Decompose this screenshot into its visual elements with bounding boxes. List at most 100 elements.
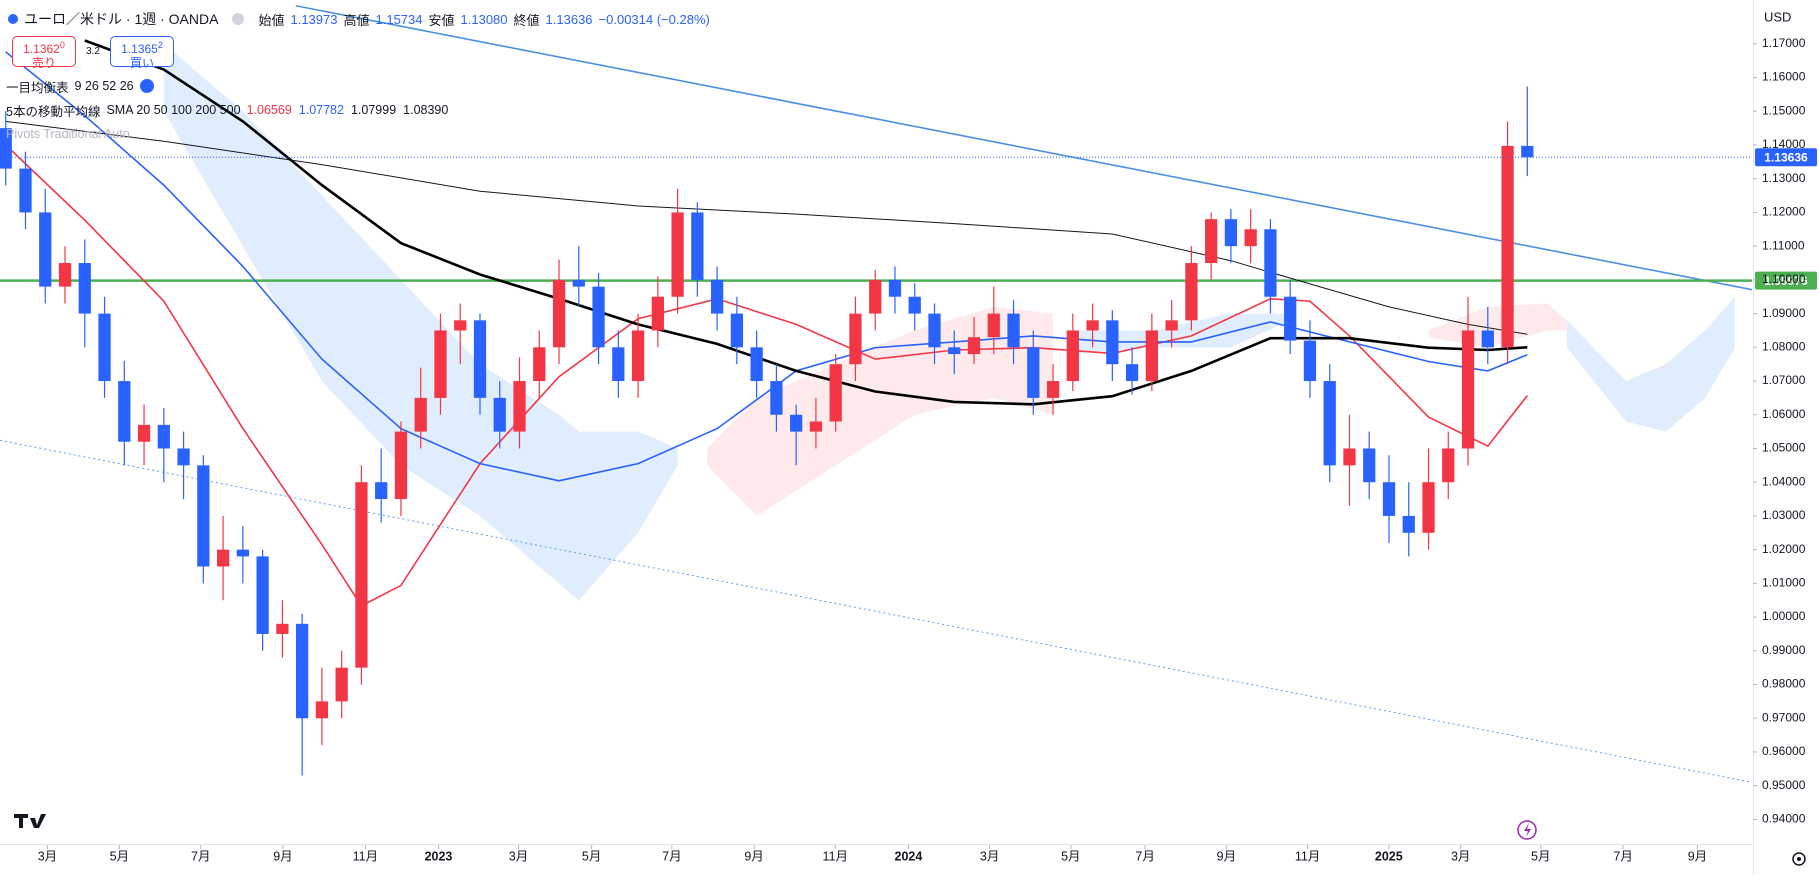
- price-label-bg: [1755, 271, 1817, 290]
- x-tick-label: 7月: [1613, 849, 1632, 863]
- candle-body: [592, 286, 605, 348]
- currency: USD: [1764, 9, 1791, 24]
- ohlc-value: 1.13636: [545, 11, 593, 27]
- x-tick-label: 5月: [1061, 849, 1080, 863]
- indicator-value: 1.07999: [350, 103, 397, 117]
- y-tick-label: 1.11000: [1762, 238, 1805, 252]
- settings-icon[interactable]: [1792, 852, 1806, 866]
- indicator-values: 1.06569 1.07782 1.07999 1.08390: [247, 103, 449, 117]
- symbol[interactable]: ユーロ／米ドル · 1週 · OANDA: [24, 11, 219, 27]
- y-tick-label: 1.16000: [1762, 70, 1806, 84]
- candle-body: [888, 279, 902, 297]
- candle-body: [216, 549, 230, 567]
- indicator-row[interactable]: 一目均衡表 9 26 52 26: [6, 76, 154, 96]
- candle-body: [493, 397, 506, 432]
- candle-body: [928, 313, 941, 348]
- candle-body: [414, 397, 427, 432]
- y-tick-label: 1.09000: [1762, 306, 1806, 320]
- buy-button[interactable]: 1.13652 買い: [110, 36, 174, 70]
- y-tick-label: 0.96000: [1762, 744, 1806, 758]
- candle-body: [671, 212, 684, 297]
- y-tick-label: 1.14000: [1762, 137, 1806, 151]
- ohlc-value: 1.13080: [460, 11, 508, 27]
- sell-button[interactable]: 1.13620 売り: [12, 36, 76, 70]
- x-tick-label: 11月: [353, 849, 378, 863]
- x-tick-label: 9月: [273, 849, 292, 863]
- x-tick-label: 5月: [1531, 849, 1550, 863]
- last-price-label-bg: [1755, 148, 1817, 167]
- candle-body: [1125, 364, 1139, 382]
- candle-body: [256, 556, 269, 634]
- candle-body: [1185, 263, 1198, 321]
- header: ユーロ／米ドル · 1週 · OANDA 始値 1.13973 高値 1.15734…: [8, 8, 710, 30]
- candle-body: [355, 482, 368, 668]
- x-tick-label: 7月: [191, 849, 210, 863]
- candle-body: [1402, 515, 1415, 533]
- x-tick-label: 7月: [1135, 849, 1154, 863]
- symbol-icon: [8, 14, 18, 24]
- x-tick-label: 5月: [582, 849, 601, 863]
- candle-body: [1363, 448, 1376, 483]
- y-tick-label: 1.12000: [1762, 205, 1806, 219]
- sell-price: 1.1362: [23, 42, 60, 56]
- indicator-icon[interactable]: [139, 79, 154, 93]
- x-tick-label: 11月: [823, 849, 848, 863]
- collapse-button[interactable]: [232, 13, 245, 25]
- candle-body: [1461, 330, 1475, 449]
- candle-body: [1224, 219, 1238, 247]
- candle-body: [987, 313, 1000, 338]
- y-tick-label: 1.15000: [1762, 103, 1806, 117]
- indicator-value: 1.06569: [246, 103, 292, 117]
- ohlc-value: 1.13973: [290, 11, 338, 27]
- spread: 3.2: [86, 46, 100, 57]
- indicator-value: 1.08390: [403, 103, 449, 117]
- candle-body: [1343, 448, 1356, 466]
- candle-body: [454, 320, 467, 331]
- candle-body: [1284, 296, 1297, 341]
- candle-body: [1007, 313, 1020, 348]
- candle-body: [651, 296, 664, 331]
- candle-body: [177, 448, 190, 466]
- y-tick-label: 1.03000: [1762, 508, 1806, 522]
- y-tick-label: 0.95000: [1762, 778, 1806, 792]
- candle-body: [394, 431, 408, 500]
- candle-body: [335, 667, 348, 702]
- candle-body: [770, 381, 783, 415]
- y-tick-label: 1.10000: [1762, 272, 1806, 286]
- ichimoku-cloud: [163, 43, 678, 601]
- indicator-row[interactable]: 5本の移動平均線 SMA 20 50 100 200 500 1.06569 1.0…: [6, 100, 448, 120]
- y-tick-label: 0.99000: [1762, 643, 1806, 657]
- candle-body: [276, 623, 289, 634]
- y-tick-label: 1.07000: [1762, 373, 1806, 387]
- candle-body: [809, 421, 823, 432]
- candle-body: [967, 337, 981, 355]
- x-tick-label: 3月: [980, 849, 999, 863]
- candle-body: [572, 279, 585, 287]
- candle-body: [1027, 347, 1040, 398]
- candle-body: [39, 212, 52, 287]
- candle-body: [1501, 145, 1514, 348]
- candle-body: [1086, 320, 1099, 331]
- ichimoku-cloud: [1566, 296, 1735, 432]
- x-tick-label: 3月: [1451, 849, 1470, 863]
- x-tick-label: 3月: [38, 849, 57, 863]
- candle-body: [473, 320, 487, 398]
- candle-body: [1145, 330, 1158, 382]
- x-tick-label: 3月: [509, 849, 528, 863]
- candle-body: [296, 623, 309, 719]
- indicator-name: 5本の移動平均線: [6, 104, 101, 119]
- candle-body: [533, 347, 546, 382]
- alert-icon[interactable]: [1517, 820, 1537, 840]
- candle-body: [1382, 482, 1396, 516]
- candle-body: [1442, 448, 1455, 483]
- candle-body: [157, 424, 170, 449]
- candle-body: [513, 381, 526, 432]
- candle-body: [118, 381, 131, 442]
- indicator-row[interactable]: Pivots Traditional Auto: [6, 124, 130, 144]
- candle-body: [849, 313, 862, 365]
- y-tick-label: 1.08000: [1762, 339, 1806, 353]
- y-tick-label: 1.04000: [1762, 474, 1806, 488]
